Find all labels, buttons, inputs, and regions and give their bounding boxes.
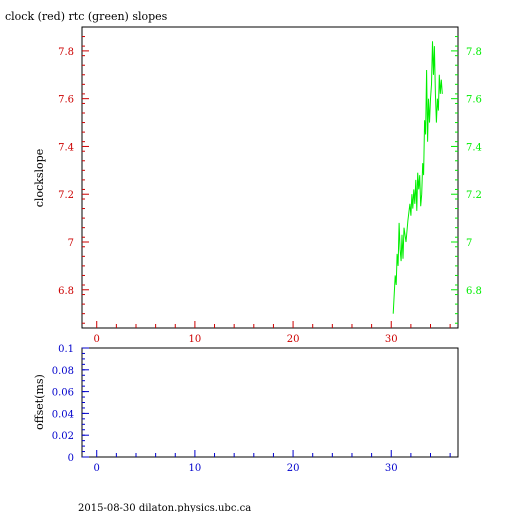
- y-right-tick-label: 7.6: [466, 95, 482, 106]
- y-tick-label: 7: [68, 238, 74, 249]
- offset-panel: 0 10 20 30 0 0.02 0.04 0.06 0.08 0.1 offset(ms): [33, 344, 459, 474]
- slopes-y-ticks-left: 6.8 7 7.2 7.4 7.6 7.8: [58, 36, 89, 324]
- y-tick-label: 0.08: [52, 366, 74, 377]
- slopes-series: [392, 41, 443, 314]
- y-tick-label: 0.02: [52, 431, 74, 442]
- offset-y-axis-label: offset(ms): [33, 374, 46, 430]
- x-tick-label: 0: [94, 463, 100, 474]
- offset-x-ticks: 0 10 20 30: [94, 450, 451, 474]
- x-tick-label: 10: [189, 463, 202, 474]
- y-right-tick-label: 7: [466, 238, 472, 249]
- x-tick-label: 10: [189, 334, 202, 345]
- y-tick-label: 0.04: [52, 409, 74, 420]
- y-right-tick-label: 7.8: [466, 47, 482, 58]
- y-right-tick-label: 6.8: [466, 286, 482, 297]
- x-tick-label: 30: [385, 334, 398, 345]
- chart-title: clock (red) rtc (green) slopes: [5, 10, 168, 23]
- y-tick-label: 7.4: [58, 142, 74, 153]
- x-tick-label: 20: [287, 334, 300, 345]
- y-tick-label: 7.6: [58, 95, 74, 106]
- slopes-x-ticks: 0 10 20 30: [94, 321, 451, 345]
- offset-y-ticks: 0 0.02 0.04 0.06 0.08 0.1: [52, 344, 89, 464]
- x-tick-label: 20: [287, 463, 300, 474]
- slopes-plot-frame: [81, 26, 459, 329]
- slopes-panel: 0 10 20 30 6.8 7 7.2 7.4 7.6 7.8 6.8 7 7.2 7.4 7.6 7.…: [33, 26, 482, 345]
- y-tick-label: 0.06: [52, 388, 74, 399]
- y-right-tick-label: 7.2: [466, 190, 482, 201]
- rtc-slope-line: [392, 41, 443, 314]
- x-tick-label: 0: [94, 334, 100, 345]
- y-tick-label: 7.8: [58, 47, 74, 58]
- y-tick-label: 0.1: [58, 344, 74, 355]
- y-tick-label: 7.2: [58, 190, 74, 201]
- y-tick-label: 0: [68, 453, 74, 464]
- slopes-y-axis-label: clockslope: [33, 149, 46, 207]
- y-tick-label: 6.8: [58, 286, 74, 297]
- offset-plot-frame: [81, 347, 459, 458]
- y-right-tick-label: 7.4: [466, 142, 482, 153]
- footer-caption: 2015-08-30 dilaton.physics.ubc.ca: [78, 503, 251, 512]
- slopes-y-ticks-right: 6.8 7 7.2 7.4 7.6 7.8: [451, 36, 482, 324]
- x-tick-label: 30: [385, 463, 398, 474]
